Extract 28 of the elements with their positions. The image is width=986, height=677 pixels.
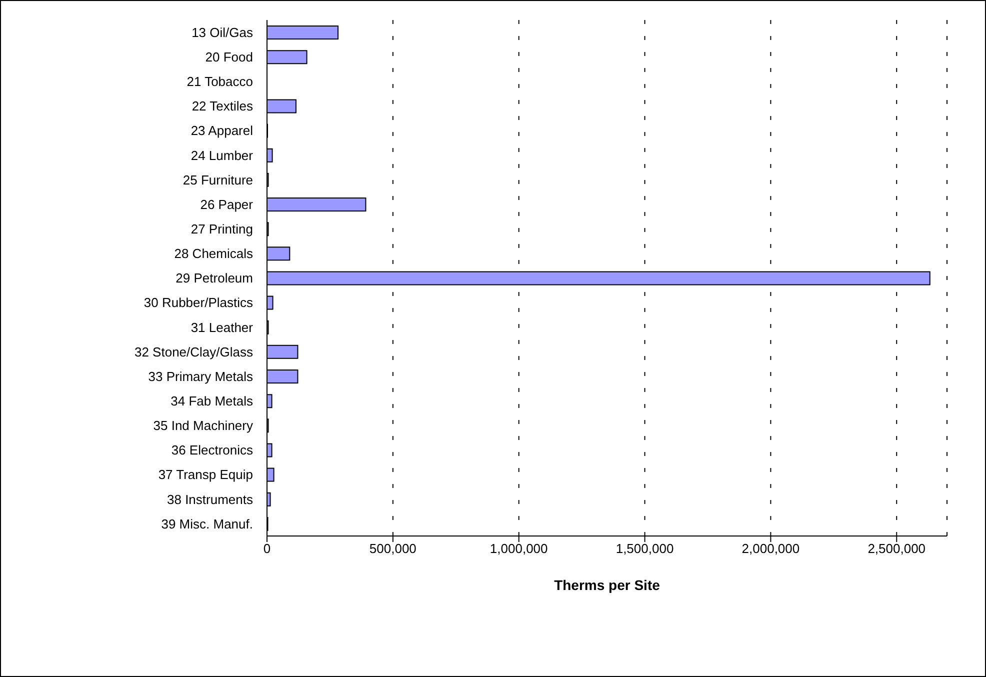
y-tick-label: 36 Electronics	[171, 442, 254, 458]
x-tick-label: 0	[263, 541, 271, 556]
y-tick-label: 30 Rubber/Plastics	[144, 295, 254, 310]
y-tick-label: 34 Fab Metals	[170, 393, 254, 408]
x-axis-title: Therms per Site	[554, 577, 660, 593]
y-tick-label: 39 Misc. Manuf.	[161, 516, 253, 532]
y-tick-label: 27 Printing	[190, 221, 253, 236]
y-tick-label: 37 Transp Equip	[158, 467, 253, 482]
y-tick-label: 33 Primary Metals	[148, 368, 254, 384]
y-tick-label: 32 Stone/Clay/Glass	[134, 344, 254, 360]
y-tick-label: 38 Instruments	[167, 492, 254, 507]
y-tick-label: 13 Oil/Gas	[192, 24, 254, 40]
y-tick-label: 29 Petroleum	[176, 270, 253, 286]
y-tick-label: 20 Food	[205, 49, 253, 64]
x-tick-label: 2,000,000	[742, 541, 800, 556]
x-tick-label: 2,500,000	[868, 541, 926, 556]
y-tick-label: 21 Tobacco	[186, 74, 253, 90]
y-tick-label: 23 Apparel	[190, 123, 254, 138]
y-tick-label: 28 Chemicals	[174, 246, 254, 262]
y-tick-label: 31 Leather	[190, 320, 254, 335]
x-tick-label: 1,500,000	[616, 541, 674, 556]
y-tick-label: 25 Furniture	[182, 172, 253, 188]
x-tick-label: 1,000,000	[490, 541, 548, 556]
x-tick-label: 500,000	[369, 541, 416, 556]
y-tick-label: 35 Ind Machinery	[153, 418, 254, 434]
y-tick-label: 26 Paper	[200, 196, 254, 212]
y-tick-label: 22 Textiles	[192, 98, 254, 114]
y-tick-label: 24 Lumber	[190, 148, 254, 163]
